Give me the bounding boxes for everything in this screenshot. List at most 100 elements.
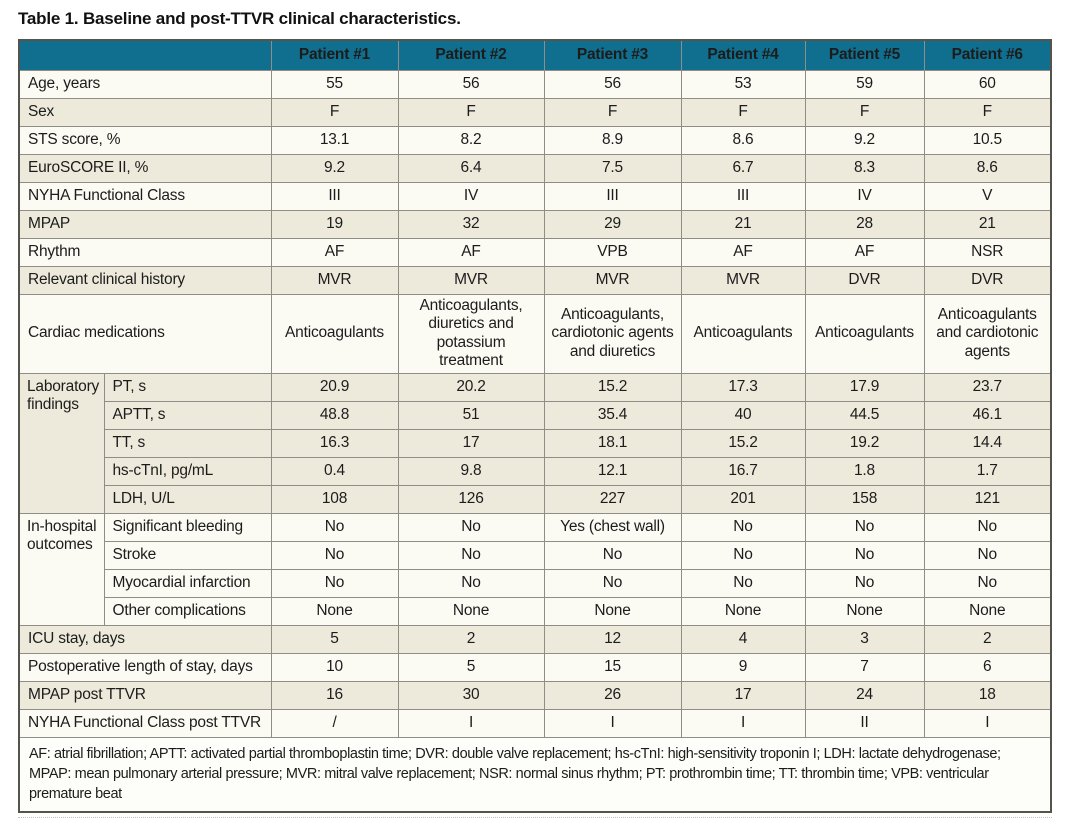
cell-value: 16 bbox=[270, 680, 399, 710]
cell-value: No bbox=[680, 512, 806, 542]
cell-value: None bbox=[923, 596, 1052, 626]
table-title: Table 1. Baseline and post-TTVR clinical… bbox=[18, 9, 461, 28]
cell-value: 18.1 bbox=[543, 428, 682, 458]
cell-value: 5 bbox=[270, 624, 399, 654]
table-row: Laboratory findings PT, s 20.9 20.2 15.2 17.3… bbox=[18, 372, 1052, 514]
cell-value: I bbox=[923, 708, 1052, 738]
header-row: Patient #1 Patient #2 Patient #3 Patient #4… bbox=[18, 39, 1052, 71]
cell-value: 17 bbox=[680, 680, 806, 710]
cell-value: AF bbox=[270, 237, 399, 267]
cell-value: 8.9 bbox=[543, 125, 682, 155]
cell-value: 126 bbox=[397, 484, 545, 514]
row-label: hs-cTnI, pg/mL bbox=[103, 456, 272, 486]
cell-value: 28 bbox=[804, 209, 925, 239]
cell-value: None bbox=[680, 596, 806, 626]
cell-value: 18 bbox=[923, 680, 1052, 710]
page-bottom-rule bbox=[18, 816, 1052, 818]
row-label: ICU stay, days bbox=[18, 624, 272, 654]
cell-value: DVR bbox=[804, 265, 925, 295]
cell-value: 17 bbox=[397, 428, 545, 458]
cell-value: No bbox=[397, 568, 545, 598]
cell-value: 108 bbox=[270, 484, 399, 514]
cell-value: No bbox=[923, 512, 1052, 542]
table-row: ICU stay, days 5 2 12 4 3 2 bbox=[18, 624, 1052, 654]
cell-value: NSR bbox=[923, 237, 1052, 267]
table-row: Cardiac medications Anticoagulants Anticoa… bbox=[18, 293, 1052, 374]
cell-value: 0.4 bbox=[270, 456, 399, 486]
cell-value: 13.1 bbox=[270, 125, 399, 155]
cell-value: F bbox=[680, 97, 806, 127]
table-row: In-hospital outcomes Significant bleeding… bbox=[18, 512, 1052, 626]
cell-value: AF bbox=[397, 237, 545, 267]
cell-value: MVR bbox=[397, 265, 545, 295]
cell-value: F bbox=[397, 97, 545, 127]
cell-value: 59 bbox=[804, 69, 925, 99]
cell-value: I bbox=[680, 708, 806, 738]
cell-value: 55 bbox=[270, 69, 399, 99]
table-row: Rhythm AF AF VPB AF AF NSR bbox=[18, 237, 1052, 267]
cell-value: No bbox=[270, 540, 399, 570]
cell-value: IV bbox=[804, 181, 925, 211]
cell-value: No bbox=[397, 540, 545, 570]
cell-value: 15.2 bbox=[543, 372, 682, 402]
cell-value: No bbox=[804, 512, 925, 542]
cell-value: III bbox=[680, 181, 806, 211]
table-row: NYHA Functional Class post TTVR / I I I II I bbox=[18, 708, 1052, 738]
clinical-table: Patient #1 Patient #2 Patient #3 Patient #4… bbox=[18, 39, 1052, 813]
cell-value: 48.8 bbox=[270, 400, 399, 430]
cell-value: Anticoagulants, diuretics and potassium … bbox=[397, 293, 545, 374]
cell-value: 6 bbox=[923, 652, 1052, 682]
table-body: Age, years 55 56 56 53 59 60 Sex F F F F F F STS score… bbox=[18, 69, 1052, 738]
cell-value: MVR bbox=[680, 265, 806, 295]
cell-value: 30 bbox=[397, 680, 545, 710]
cell-value: AF bbox=[804, 237, 925, 267]
row-label: Stroke bbox=[103, 540, 272, 570]
column-header-patient-3: Patient #3 bbox=[543, 39, 682, 71]
table-row: LDH, U/L 108 126 227 201 158 121 bbox=[19, 484, 1052, 514]
column-header-patient-6: Patient #6 bbox=[923, 39, 1052, 71]
cell-value: No bbox=[543, 540, 682, 570]
cell-value: 8.3 bbox=[804, 153, 925, 183]
row-label: EuroSCORE II, % bbox=[18, 153, 272, 183]
cell-value: 20.9 bbox=[270, 372, 399, 402]
table-row: APTT, s 48.8 51 35.4 40 44.5 46.1 bbox=[19, 400, 1052, 430]
row-label: Relevant clinical history bbox=[18, 265, 272, 295]
row-label: NYHA Functional Class post TTVR bbox=[18, 708, 272, 738]
corner-cell bbox=[18, 39, 272, 71]
cell-value: 7 bbox=[804, 652, 925, 682]
cell-value: No bbox=[680, 568, 806, 598]
cell-value: 60 bbox=[923, 69, 1052, 99]
cell-value: None bbox=[397, 596, 545, 626]
table-row: Other complications None None None None None N… bbox=[19, 596, 1052, 626]
cell-value: 5 bbox=[397, 652, 545, 682]
row-label: NYHA Functional Class bbox=[18, 181, 272, 211]
table-row: NYHA Functional Class III IV III III IV V bbox=[18, 181, 1052, 211]
cell-value: F bbox=[543, 97, 682, 127]
cell-value: 19 bbox=[270, 209, 399, 239]
cell-value: III bbox=[270, 181, 399, 211]
table-footnote: AF: atrial fibrillation; APTT: activated… bbox=[18, 736, 1052, 813]
cell-value: Anticoagulants bbox=[270, 293, 399, 374]
cell-value: No bbox=[543, 568, 682, 598]
cell-value: 51 bbox=[397, 400, 545, 430]
table-row: MPAP 19 32 29 21 28 21 bbox=[18, 209, 1052, 239]
column-header-patient-5: Patient #5 bbox=[804, 39, 925, 71]
cell-value: Anticoagulants bbox=[680, 293, 806, 374]
table-row: Sex F F F F F F bbox=[18, 97, 1052, 127]
cell-value: 10 bbox=[270, 652, 399, 682]
cell-value: VPB bbox=[543, 237, 682, 267]
table-footer: AF: atrial fibrillation; APTT: activated… bbox=[18, 736, 1052, 813]
cell-value: No bbox=[804, 540, 925, 570]
cell-value: I bbox=[543, 708, 682, 738]
row-label: MPAP bbox=[18, 209, 272, 239]
cell-value: 1.8 bbox=[804, 456, 925, 486]
cell-value: 20.2 bbox=[397, 372, 545, 402]
cell-value: No bbox=[923, 568, 1052, 598]
cell-value: 15.2 bbox=[680, 428, 806, 458]
cell-value: 40 bbox=[680, 400, 806, 430]
cell-value: 158 bbox=[804, 484, 925, 514]
cell-value: No bbox=[270, 568, 399, 598]
table-row: Stroke No No No No No No bbox=[19, 540, 1052, 570]
cell-value: 6.7 bbox=[680, 153, 806, 183]
row-label: Rhythm bbox=[18, 237, 272, 267]
